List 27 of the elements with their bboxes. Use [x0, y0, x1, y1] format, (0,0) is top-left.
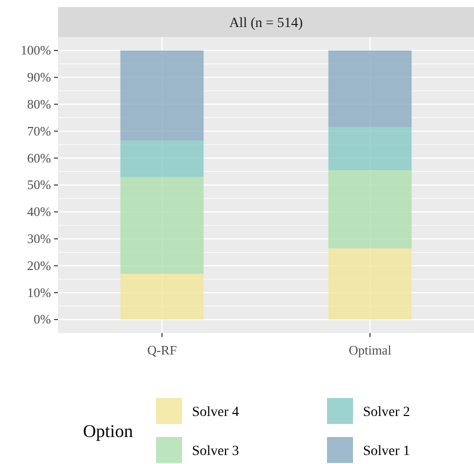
legend-label: Solver 2 [363, 405, 410, 420]
bar [120, 50, 204, 141]
y-tick-label: 100% [20, 42, 52, 58]
bar [120, 176, 204, 274]
y-tick-label: 50% [27, 177, 52, 192]
y-tick-label: 10% [27, 284, 52, 300]
y-tick-label: 0% [34, 312, 52, 327]
y-tick-label: 60% [27, 150, 52, 166]
y-tick-label: 70% [27, 123, 52, 138]
y-tick-label: 20% [27, 258, 52, 273]
legend-label: Solver 1 [363, 444, 410, 459]
x-tick-label: Q-RF [147, 342, 177, 358]
y-tick-label: 90% [27, 70, 52, 85]
bar [328, 170, 412, 248]
y-tick-label: 40% [27, 204, 52, 220]
bar [328, 248, 412, 320]
x-tick-label: Optimal [348, 342, 392, 358]
chart-title: All (n = 514) [229, 16, 304, 31]
y-tick-label: 30% [27, 230, 52, 246]
bar [328, 127, 412, 170]
legend-label: Solver 3 [192, 444, 240, 459]
bar [328, 50, 412, 128]
legend-label: Solver 4 [192, 405, 240, 420]
y-tick-label: 80% [27, 96, 52, 112]
bar [120, 274, 204, 320]
bar [120, 140, 204, 177]
legend-title: Option [83, 421, 134, 441]
